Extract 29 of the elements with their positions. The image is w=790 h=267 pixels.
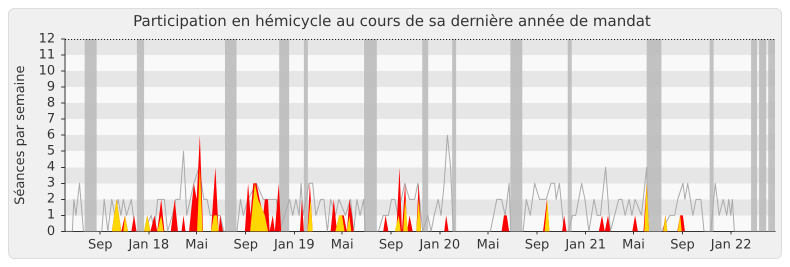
x-tick-label: Jan 19 bbox=[272, 238, 315, 253]
x-tick-label: Jan 22 bbox=[710, 238, 752, 253]
y-tick-label: 12 bbox=[38, 31, 56, 46]
y-tick-label: 8 bbox=[46, 96, 56, 111]
y-tick-label: 5 bbox=[46, 144, 56, 159]
y-axis-title: Séances par semaine bbox=[13, 65, 28, 205]
chart-title: Participation en hémicycle au cours de sa dernière année de mandat bbox=[133, 12, 651, 30]
y-tick-label: 9 bbox=[46, 79, 56, 94]
y-tick-label: 0 bbox=[46, 224, 56, 239]
x-tick-label: Mai bbox=[476, 238, 500, 253]
x-tick-label: Sep bbox=[378, 238, 404, 253]
x-tick-label: Mai bbox=[622, 238, 645, 253]
x-tick-label: Jan 18 bbox=[127, 238, 170, 253]
y-tick-label: 11 bbox=[38, 47, 56, 62]
y-tick-label: 7 bbox=[46, 112, 56, 127]
y-tick-label: 4 bbox=[46, 160, 56, 175]
x-tick-label: Jan 20 bbox=[418, 238, 460, 253]
x-tick-label: Jan 21 bbox=[564, 238, 606, 253]
x-tick-label: Sep bbox=[233, 238, 258, 253]
y-tick-label: 3 bbox=[46, 176, 56, 191]
y-tick-label: 10 bbox=[38, 63, 56, 78]
x-tick-label: Sep bbox=[670, 238, 695, 253]
y-tick-label: 6 bbox=[46, 128, 56, 143]
x-tick-label: Sep bbox=[88, 238, 112, 253]
y-tick-label: 1 bbox=[46, 208, 56, 223]
x-tick-label: Mai bbox=[330, 238, 354, 253]
x-tick-label: Sep bbox=[524, 238, 550, 253]
y-tick-label: 2 bbox=[46, 192, 56, 207]
x-tick-label: Mai bbox=[185, 238, 208, 253]
